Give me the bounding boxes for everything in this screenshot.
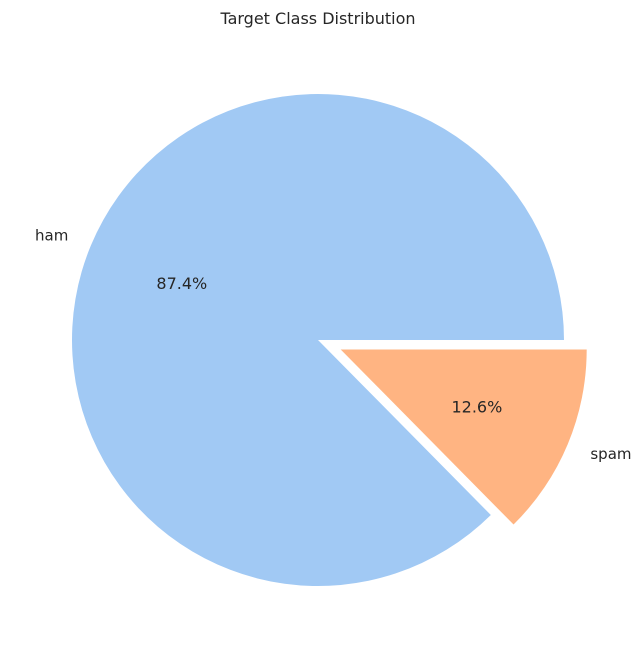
percent-label-ham: 87.4%	[156, 274, 207, 293]
percent-label-spam: 12.6%	[451, 397, 502, 416]
pie-slice-spam	[340, 349, 587, 525]
pie-slices	[71, 93, 587, 586]
category-label-ham: ham	[35, 227, 68, 245]
pie-labels: ham 87.4% spam 12.6%	[35, 227, 632, 463]
pie-slice-ham	[71, 93, 564, 586]
category-label-spam: spam	[590, 445, 631, 463]
chart-title: Target Class Distribution	[219, 9, 415, 28]
